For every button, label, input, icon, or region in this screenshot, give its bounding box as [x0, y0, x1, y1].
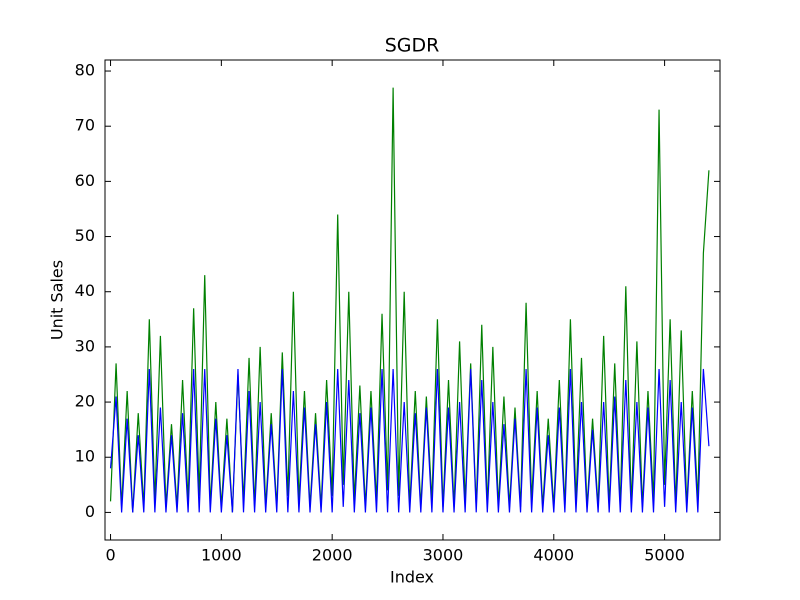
plot-frame [104, 59, 721, 541]
y-tick-label: 70 [75, 116, 95, 135]
y-axis-label: Unit Sales [48, 260, 67, 340]
y-tick-label: 20 [75, 392, 95, 411]
x-tick-label: 2000 [312, 546, 353, 565]
y-tick-label: 80 [75, 61, 95, 80]
y-tick-label: 50 [75, 226, 95, 245]
x-tick-label: 0 [105, 546, 115, 565]
x-tick-label: 5000 [644, 546, 685, 565]
x-tick-label: 1000 [201, 546, 242, 565]
chart-title: SGDR [385, 35, 440, 57]
x-tick-label: 4000 [533, 546, 574, 565]
y-tick-label: 10 [75, 447, 95, 466]
series-line [109, 368, 710, 513]
y-tick-label: 30 [75, 336, 95, 355]
x-axis-label: Index [390, 568, 434, 587]
y-tick-label: 0 [85, 502, 95, 521]
y-tick-label: 40 [75, 281, 95, 300]
y-tick-label: 60 [75, 171, 95, 190]
x-tick-label: 3000 [423, 546, 464, 565]
